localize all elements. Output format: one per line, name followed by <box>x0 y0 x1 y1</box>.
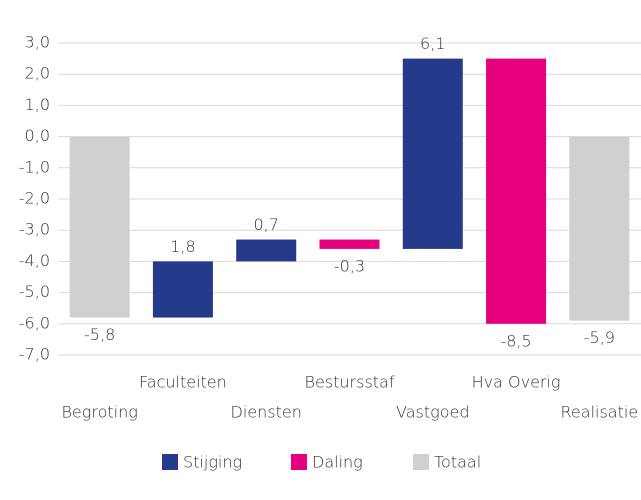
x-tick-label: Realisatie <box>561 403 639 422</box>
y-tick-label: 0,0 <box>25 126 50 145</box>
y-tick-label: -3,0 <box>19 220 50 239</box>
data-label: 6,1 <box>420 34 445 53</box>
bar <box>486 58 547 324</box>
bar <box>569 136 630 321</box>
legend-swatch <box>162 454 178 470</box>
bar <box>236 239 297 262</box>
x-tick-label: Diensten <box>231 403 302 422</box>
data-label: -8,5 <box>500 331 531 350</box>
y-tick-label: -5,0 <box>19 282 50 301</box>
y-tick-label: -7,0 <box>19 345 50 364</box>
data-label: -5,9 <box>584 328 615 347</box>
bar <box>319 239 380 249</box>
data-label: 0,7 <box>253 215 278 234</box>
y-tick-label: 2,0 <box>25 64 50 83</box>
y-tick-label: 1,0 <box>25 95 50 114</box>
y-tick-label: -6,0 <box>19 313 50 332</box>
data-label: 1,8 <box>170 237 195 256</box>
x-tick-label: Bestursstaf <box>304 373 394 392</box>
x-tick-label: Hva Overig <box>472 373 561 392</box>
y-tick-label: 3,0 <box>25 33 50 52</box>
y-tick-label: -4,0 <box>19 251 50 270</box>
y-tick-label: -1,0 <box>19 157 50 176</box>
bar <box>152 261 213 318</box>
legend-swatch <box>291 454 307 470</box>
bar <box>402 58 463 249</box>
legend-label: Stijging <box>183 453 242 472</box>
bar <box>69 136 130 318</box>
data-label: -5,8 <box>84 325 115 344</box>
y-tick-label: -2,0 <box>19 189 50 208</box>
x-tick-label: Vastgoed <box>396 403 470 422</box>
x-tick-label: Begroting <box>61 403 137 422</box>
legend-label: Totaal <box>434 453 481 472</box>
legend-label: Daling <box>312 453 363 472</box>
data-label: -0,3 <box>334 256 365 275</box>
x-tick-label: Faculteiten <box>139 373 227 392</box>
legend-swatch <box>413 454 429 470</box>
